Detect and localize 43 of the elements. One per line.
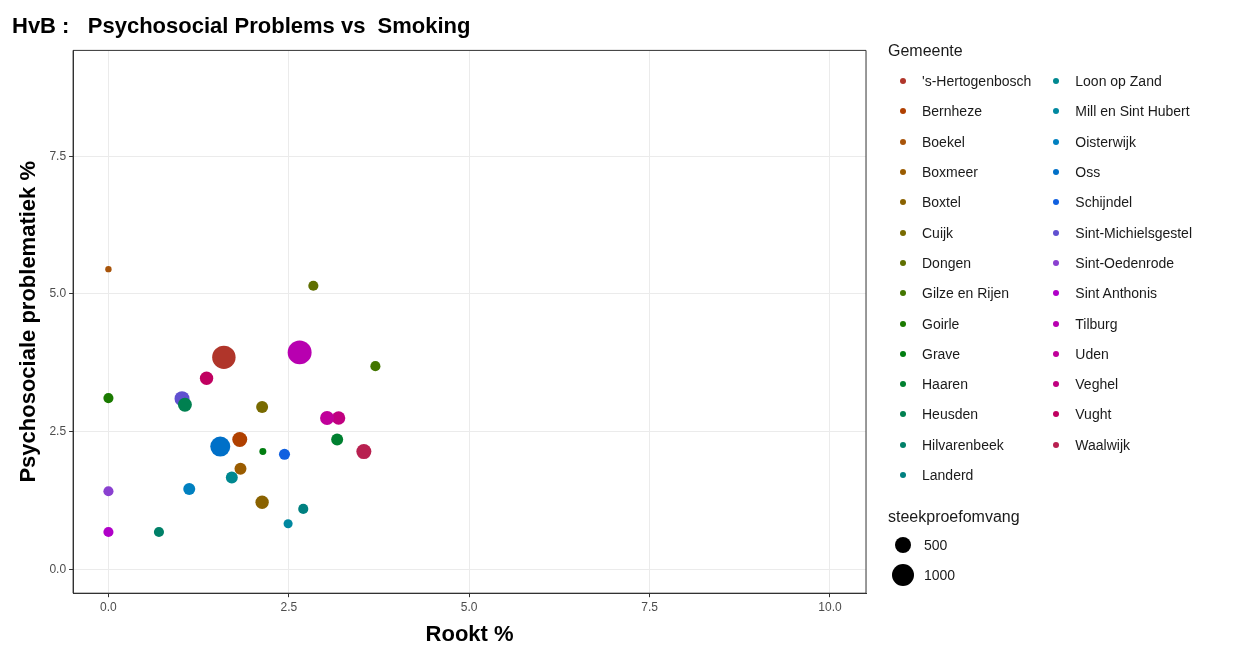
legend-label: Boxtel (922, 194, 961, 211)
legend-label: Boxmeer (922, 164, 979, 181)
y-axis-title: Psychosociale problematiek % (15, 161, 41, 483)
legend-label: Dongen (922, 254, 972, 271)
legend-label: Haaren (922, 376, 968, 393)
legend-label: Heusden (922, 406, 979, 423)
legend-label: Tilburg (1075, 315, 1118, 332)
legend-label: 500 (924, 537, 948, 554)
x-tick-label: 0.0 (100, 599, 118, 614)
y-tick-label: 7.5 (49, 148, 67, 163)
legend-label: 's-Hertogenbosch (922, 73, 1032, 90)
y-tick-label: 0.0 (49, 561, 67, 576)
legend-label: Mill en Sint Hubert (1075, 103, 1190, 120)
legend-label: Bernheze (922, 103, 982, 120)
legend-label: Vught (1075, 406, 1112, 423)
legend-label: Gilze en Rijen (922, 285, 1010, 302)
legend-label: Waalwijk (1075, 436, 1131, 453)
legend-title: Gemeente (888, 42, 964, 60)
x-tick-label: 2.5 (280, 599, 298, 614)
legend-label: Uden (1075, 345, 1109, 362)
x-tick-label: 7.5 (641, 599, 659, 614)
x-tick-label: 5.0 (460, 599, 478, 614)
x-tick-label: 10.0 (818, 599, 842, 614)
legend-label: Oisterwijk (1075, 133, 1136, 150)
legend-label: Goirle (922, 315, 960, 332)
legend-label: Sint-Michielsgestel (1075, 224, 1193, 241)
y-tick-label: 5.0 (49, 286, 67, 301)
legend-label: Loon op Zand (1075, 73, 1162, 90)
legend-label: Oss (1075, 164, 1101, 181)
legend-label: Schijndel (1075, 194, 1133, 211)
y-tick-label: 2.5 (49, 424, 67, 439)
x-axis-title: Rookt % (425, 620, 514, 646)
legend-label: Veghel (1075, 376, 1119, 393)
legend-label: Landerd (922, 467, 974, 483)
legend-label: Cuijk (922, 224, 954, 241)
legend-label: Sint-Oedenrode (1075, 254, 1175, 271)
text: steekproefomvang (888, 508, 1021, 527)
legend-label: 1000 (924, 567, 956, 584)
chart-title: HvB : Psychosocial Problems vs Smoking (12, 13, 471, 39)
legend-label: Boekel (922, 133, 965, 150)
legend-label: Grave (922, 345, 961, 362)
legend-label: Sint Anthonis (1075, 285, 1158, 302)
legend-label: Hilvarenbeek (922, 436, 1004, 453)
